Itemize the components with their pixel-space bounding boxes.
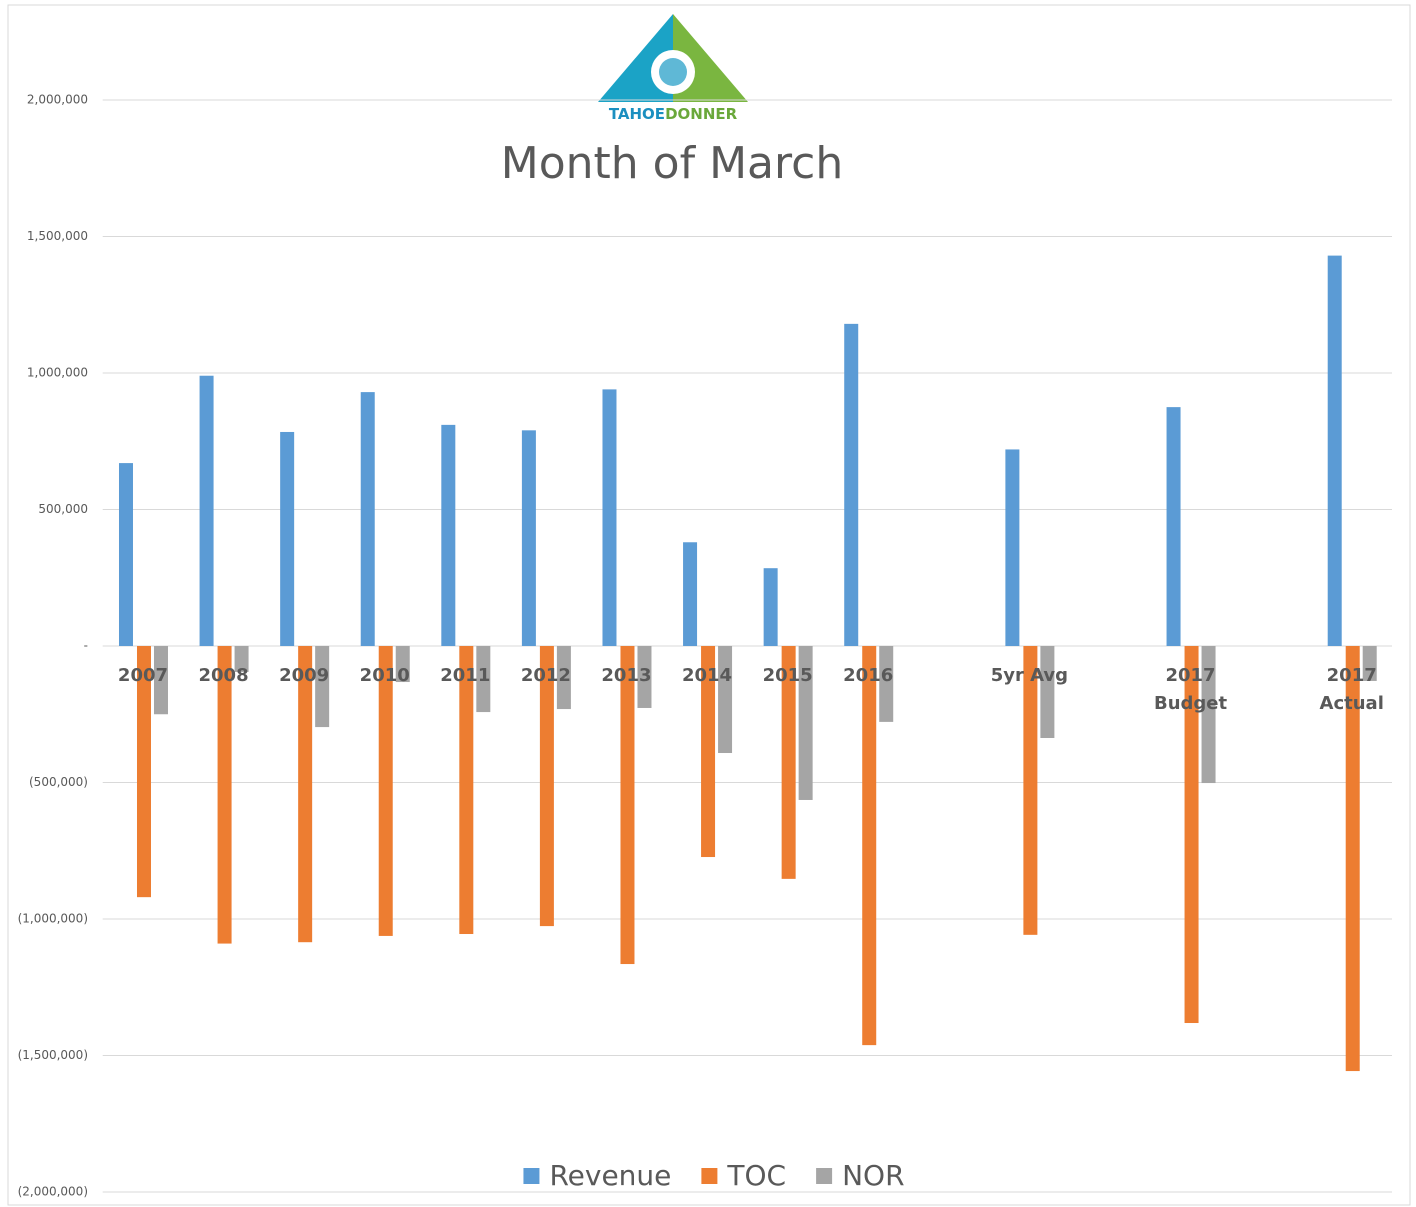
y-tick-label: (500,000) — [29, 775, 88, 789]
bar — [539, 646, 554, 927]
bar — [1184, 646, 1199, 1024]
chart-border — [7, 4, 1411, 1206]
x-tick-label: 5yr Avg — [990, 665, 1069, 686]
bar — [798, 646, 813, 800]
bar — [1201, 646, 1216, 784]
logo: TAHOEDONNER — [598, 14, 748, 123]
legend-swatch — [701, 1168, 718, 1184]
legend-label: Revenue — [549, 1159, 671, 1192]
y-tick-label: 1,000,000 — [27, 366, 88, 380]
bar — [1327, 255, 1342, 647]
legend-label: TOC — [726, 1159, 786, 1192]
bar — [136, 646, 151, 898]
y-tick-label: 500,000 — [38, 502, 88, 516]
bar — [199, 375, 214, 646]
bar — [360, 392, 375, 646]
x-tick-label: 2016 — [843, 665, 894, 686]
bar — [1023, 646, 1038, 935]
x-tick-label: 2012 — [520, 665, 571, 686]
bar — [879, 646, 894, 722]
x-tick-label: 2007 — [117, 665, 169, 686]
legend-swatch — [816, 1168, 833, 1184]
bar — [602, 389, 617, 646]
bar — [1005, 449, 1020, 646]
bar — [153, 646, 168, 715]
legend: Revenue TOC NOR — [523, 1159, 905, 1192]
bar — [395, 646, 410, 683]
bar — [701, 646, 716, 858]
logo-text: TAHOEDONNER — [609, 105, 738, 123]
bar — [763, 568, 778, 646]
y-tick-label: 2,000,000 — [27, 93, 88, 107]
bar — [637, 646, 652, 708]
bar — [1166, 407, 1181, 646]
bar — [1345, 646, 1360, 1072]
bar — [620, 646, 635, 965]
bar — [234, 646, 249, 672]
bar — [298, 646, 313, 943]
bar — [217, 646, 232, 944]
chart-title: Month of March — [501, 138, 843, 189]
x-tick-label: 2009 — [279, 665, 330, 686]
bar — [1362, 646, 1377, 681]
legend-label: NOR — [842, 1159, 904, 1192]
y-tick-label: (1,500,000) — [18, 1048, 88, 1062]
bar — [1040, 646, 1055, 739]
bar — [556, 646, 571, 710]
y-tick-label: - — [84, 639, 88, 653]
bar — [862, 646, 877, 1046]
logo-text-2: DONNER — [665, 105, 738, 123]
x-tick-label: 2011 — [440, 665, 491, 686]
bar — [476, 646, 491, 713]
legend-swatch — [523, 1168, 540, 1184]
bar — [441, 424, 456, 646]
x-tick-label: 2013 — [601, 665, 652, 686]
x-tick-label: 2014 — [681, 665, 733, 686]
logo-snowflake-core — [659, 58, 687, 86]
bar — [521, 430, 536, 646]
x-tick-label: 2017 Budget — [1153, 665, 1228, 714]
bar — [683, 542, 698, 646]
y-tick-label: 1,500,000 — [27, 229, 88, 243]
bar — [118, 463, 133, 646]
logo-text-1: TAHOE — [609, 105, 665, 123]
bar — [844, 323, 859, 646]
x-tick-label: 2010 — [359, 665, 410, 686]
x-tick-label: 2017 Actual — [1319, 665, 1384, 714]
x-tick-label: 2008 — [198, 665, 249, 686]
bar — [718, 646, 733, 754]
y-tick-label: (2,000,000) — [18, 1185, 88, 1199]
bar — [280, 431, 295, 646]
bar — [781, 646, 796, 879]
bar — [459, 646, 474, 935]
x-tick-label: 2015 — [762, 665, 813, 686]
y-tick-label: (1,000,000) — [18, 912, 88, 926]
bar — [315, 646, 330, 728]
bar — [378, 646, 393, 936]
